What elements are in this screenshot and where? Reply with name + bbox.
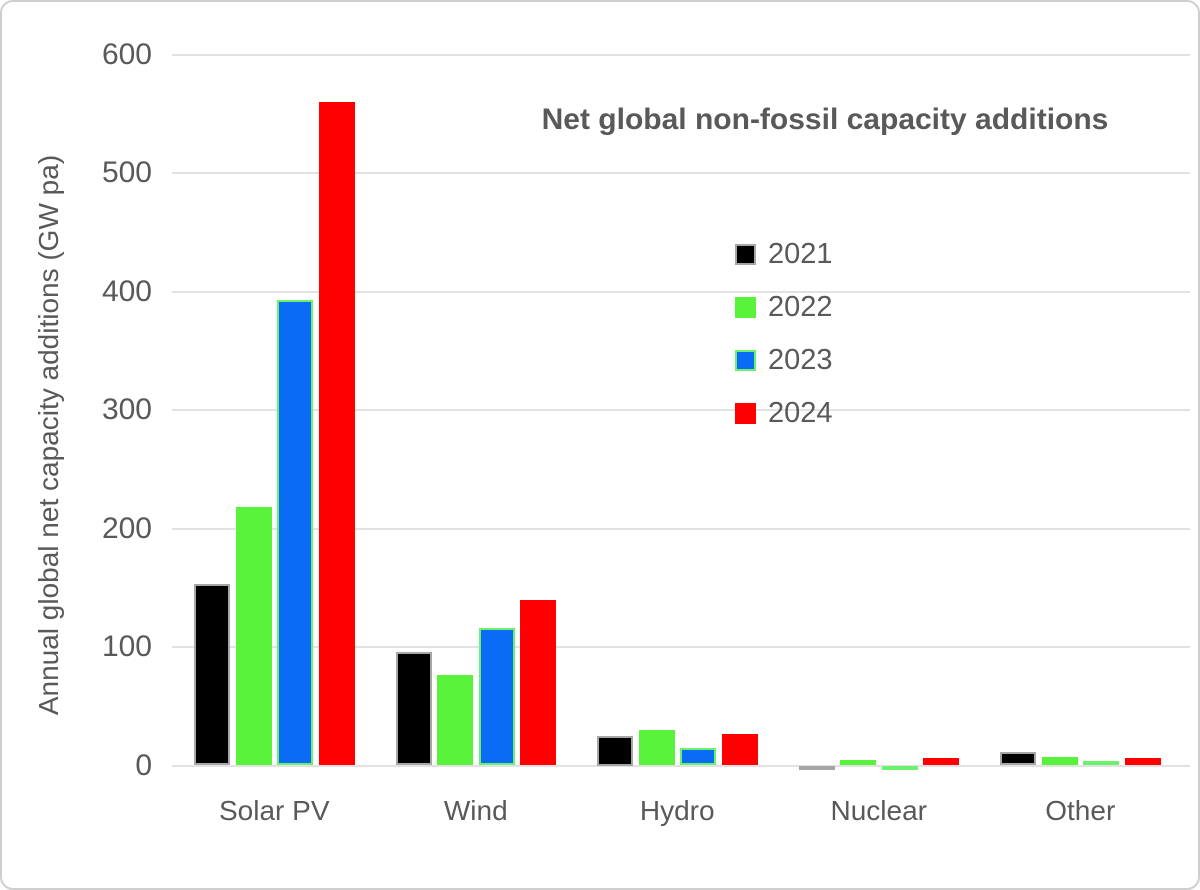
- gridline-600: [172, 53, 1190, 56]
- bar-2023-nuclear: [881, 765, 918, 770]
- gridline-0: [172, 764, 1190, 767]
- bar-2021-solar-pv: [194, 584, 230, 766]
- bar-2024-wind: [520, 599, 556, 766]
- x-category-label-wind: Wind: [443, 795, 508, 826]
- y-tick-label-0: 0: [135, 748, 152, 782]
- bar-2023-wind: [478, 628, 515, 766]
- legend-label-2021: 2021: [768, 238, 833, 270]
- gridline-300: [172, 409, 1190, 411]
- legend-label-2023: 2023: [768, 344, 833, 376]
- legend-swatch-2022: [735, 296, 756, 318]
- y-tick-label-100: 100: [101, 630, 152, 663]
- gridline-100: [172, 646, 1190, 648]
- bar-2024-nuclear: [923, 758, 959, 766]
- y-tick-label-500: 500: [101, 156, 152, 189]
- x-category-label-other: Other: [1045, 795, 1116, 826]
- bar-2022-solar-pv: [235, 507, 272, 766]
- y-tick-label-200: 200: [101, 511, 152, 545]
- bar-2023-solar-pv: [277, 299, 313, 766]
- bar-2023-other: [1083, 760, 1119, 766]
- bar-2021-other: [1000, 752, 1036, 766]
- legend-item-2022: 2022: [735, 291, 833, 323]
- y-tick-label-400: 400: [101, 274, 152, 308]
- legend-label-2022: 2022: [768, 291, 833, 323]
- bar-2021-nuclear: [798, 765, 835, 770]
- legend-swatch-2024: [735, 402, 756, 424]
- bar-2024-solar-pv: [318, 101, 355, 766]
- bar-2021-hydro: [597, 735, 633, 766]
- legend-label-2024: 2024: [768, 397, 833, 429]
- x-category-label-hydro: Hydro: [639, 795, 715, 826]
- bar-2024-hydro: [721, 733, 758, 766]
- chart-title: Net global non-fossil capacity additions: [541, 103, 1109, 136]
- gridline-200: [172, 527, 1190, 530]
- legend-swatch-2021: [735, 243, 756, 265]
- y-tick-label-300: 300: [101, 393, 152, 426]
- legend: 2021 2022 2023 2024: [735, 240, 833, 452]
- legend-item-2023: 2023: [735, 344, 833, 376]
- x-category-label-nuclear: Nuclear: [830, 795, 927, 826]
- legend-item-2024: 2024: [735, 397, 833, 429]
- legend-item-2021: 2021: [735, 238, 833, 270]
- legend-swatch-2023: [735, 349, 756, 371]
- gridline-400: [172, 290, 1190, 293]
- bar-2022-other: [1041, 757, 1078, 766]
- y-axis-title: Annual global net capacity additions (GW…: [33, 154, 64, 716]
- bar-2023-hydro: [680, 747, 716, 766]
- bar-2022-nuclear: [840, 759, 876, 766]
- bar-2024-other: [1124, 758, 1161, 766]
- x-category-label-solar-pv: Solar PV: [219, 795, 330, 826]
- bar-2022-hydro: [638, 729, 675, 766]
- y-tick-label-600: 600: [101, 37, 152, 71]
- bar-2022-wind: [437, 675, 473, 766]
- gridline-500: [172, 172, 1190, 174]
- bar-2021-wind: [395, 651, 432, 766]
